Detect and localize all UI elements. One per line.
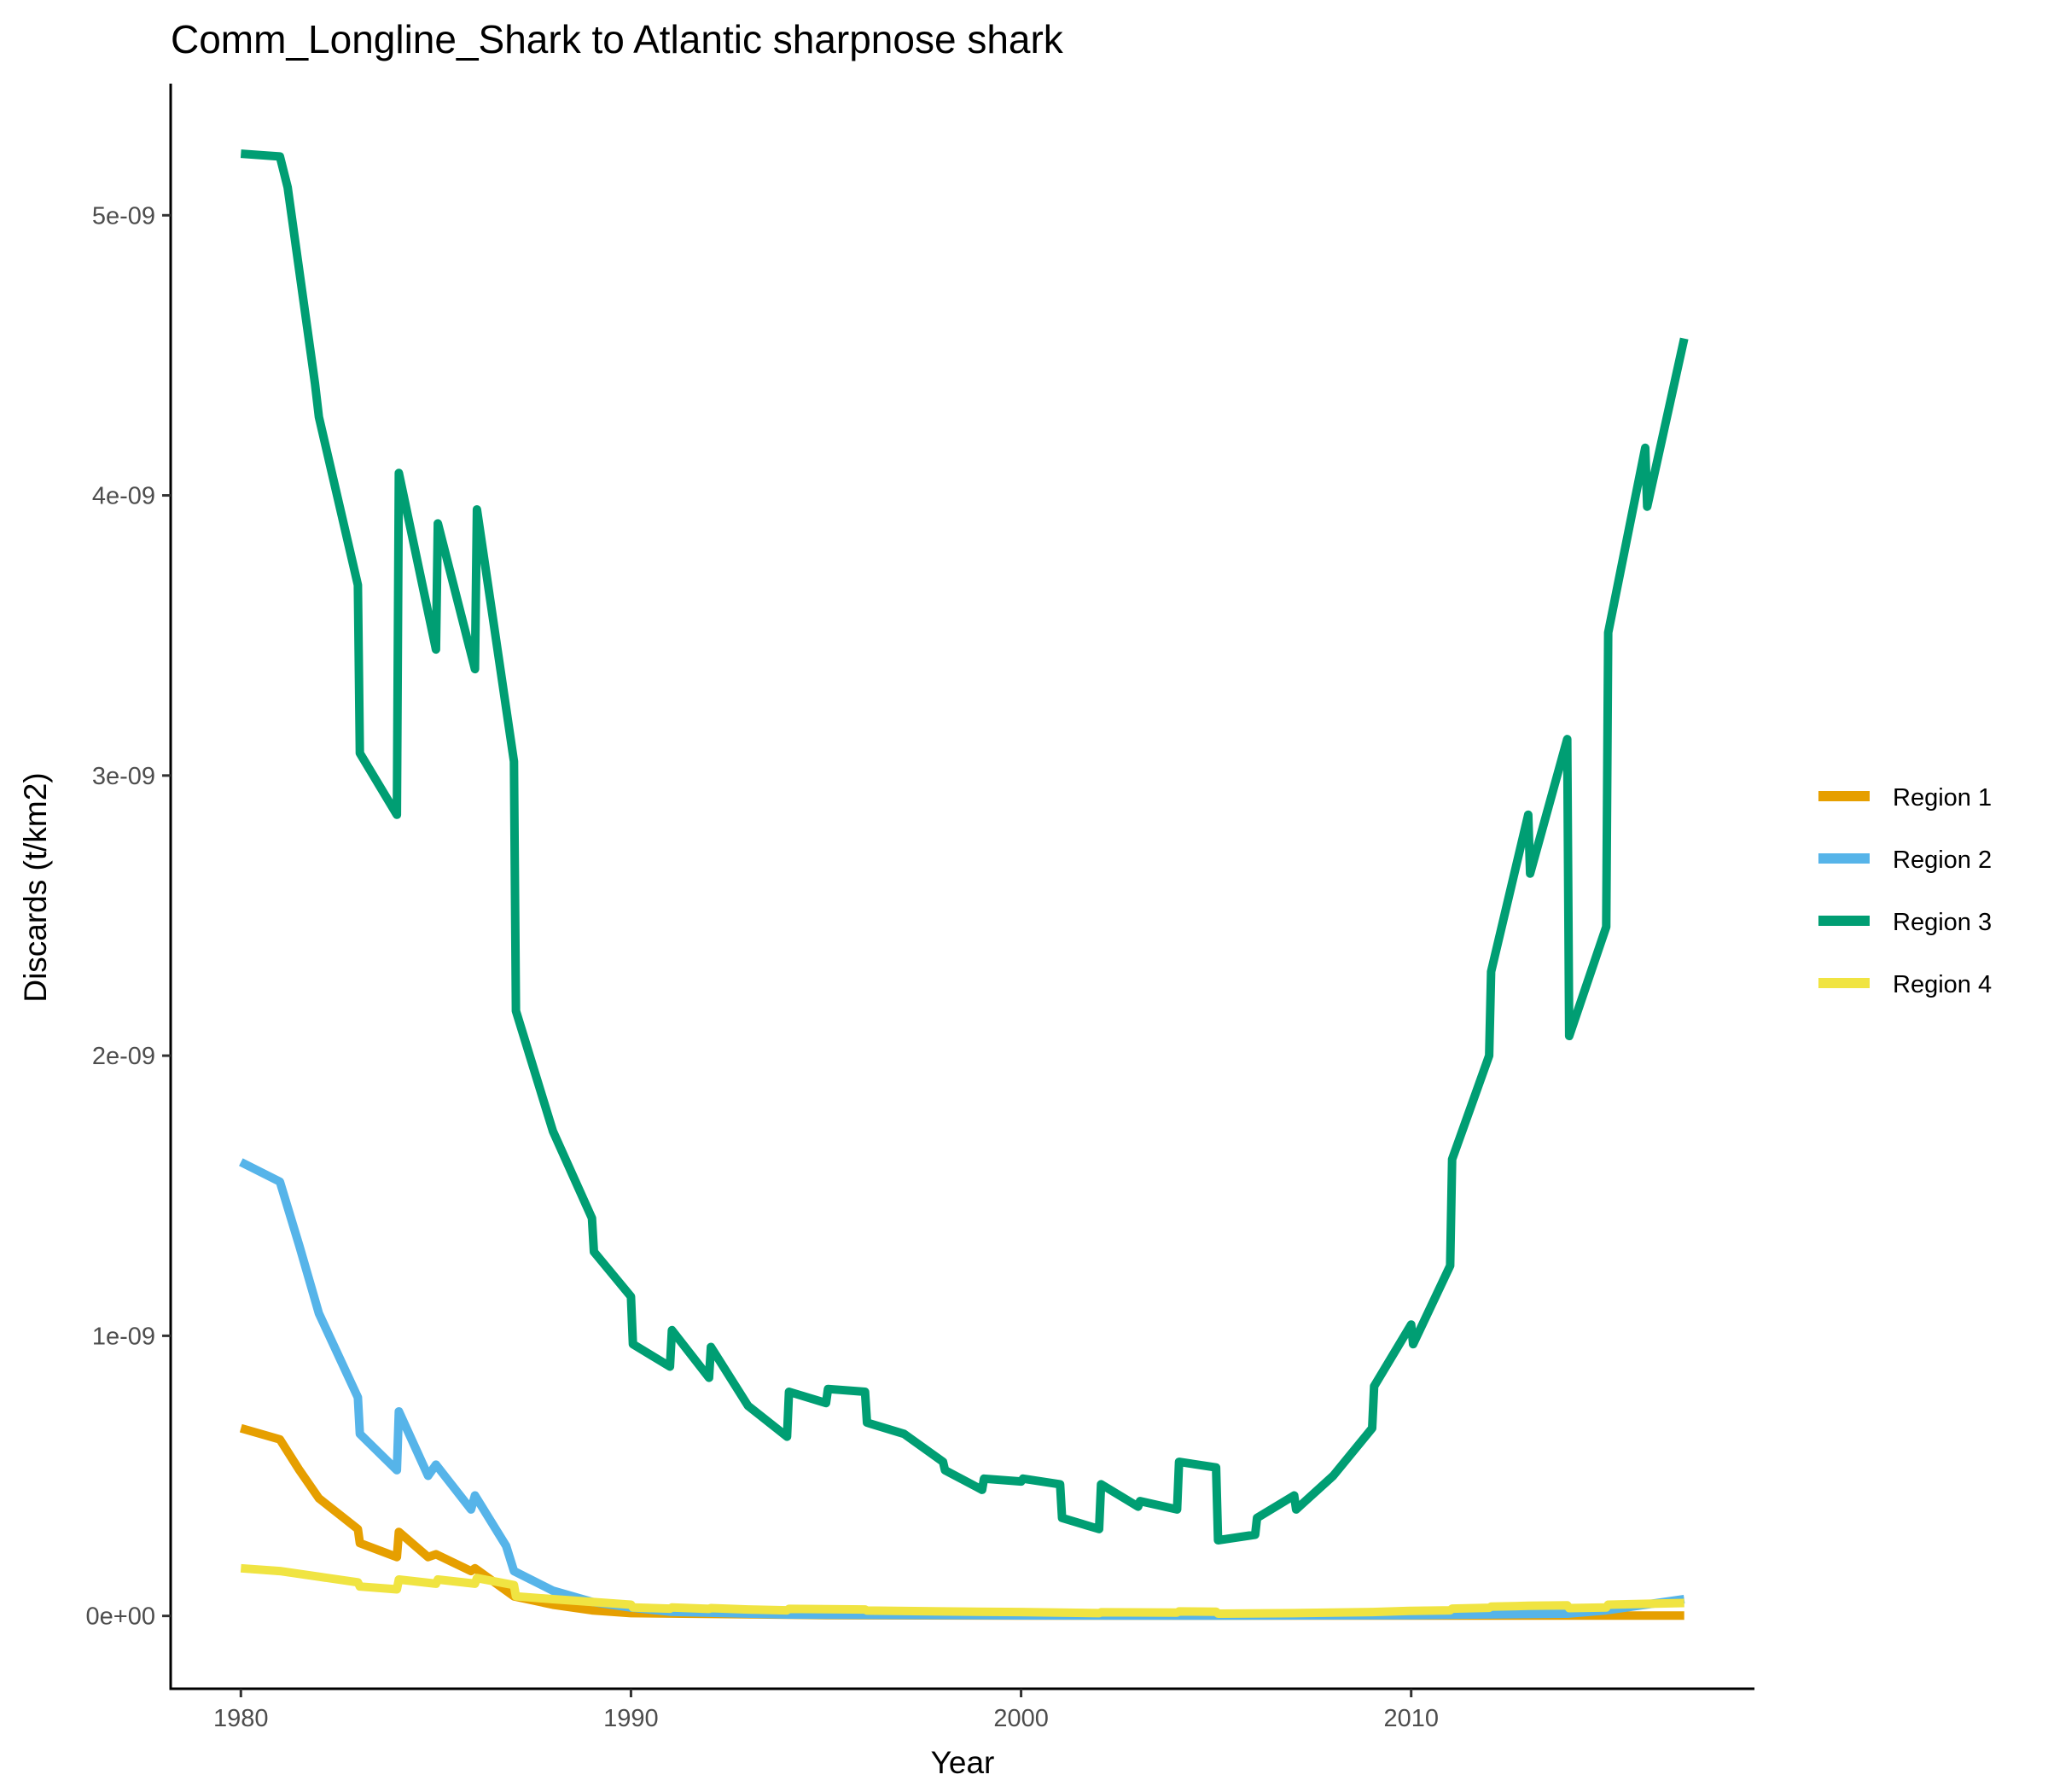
x-tick-label: 2010: [1383, 1705, 1439, 1732]
x-axis-ticks: 1980 1990 2000 2010: [213, 1689, 1439, 1732]
plot-area: [239, 149, 1689, 1620]
x-axis-title: Year: [931, 1745, 995, 1780]
legend-label: Region 1: [1893, 784, 1992, 812]
series-line-region-1: [239, 1423, 1684, 1620]
x-tick-label: 1980: [213, 1705, 269, 1732]
legend-label: Region 3: [1893, 909, 1992, 936]
y-tick-label: 0e+00: [86, 1603, 155, 1631]
y-tick-label: 2e-09: [92, 1043, 155, 1070]
y-axis-title: Discards (t/km2): [18, 772, 53, 1002]
y-tick-label: 5e-09: [92, 202, 155, 230]
x-tick-label: 1990: [603, 1705, 659, 1732]
legend: Region 1 Region 2 Region 3 Region 4: [1818, 784, 1992, 998]
x-tick-label: 2000: [993, 1705, 1049, 1732]
y-tick-label: 4e-09: [92, 483, 155, 510]
legend-label: Region 4: [1893, 971, 1992, 998]
series-line-region-2: [239, 1158, 1685, 1620]
y-tick-label: 3e-09: [92, 763, 155, 790]
series-line-region-4: [240, 1563, 1684, 1618]
y-tick-label: 1e-09: [92, 1323, 155, 1350]
series-line-region-3: [240, 149, 1689, 1545]
y-axis-ticks: 0e+00 1e-09 2e-09 3e-09 4e-09 5e-09: [86, 202, 171, 1631]
chart-title: Comm_Longline_Shark to Atlantic sharpnos…: [171, 17, 1064, 61]
legend-label: Region 2: [1893, 847, 1992, 874]
